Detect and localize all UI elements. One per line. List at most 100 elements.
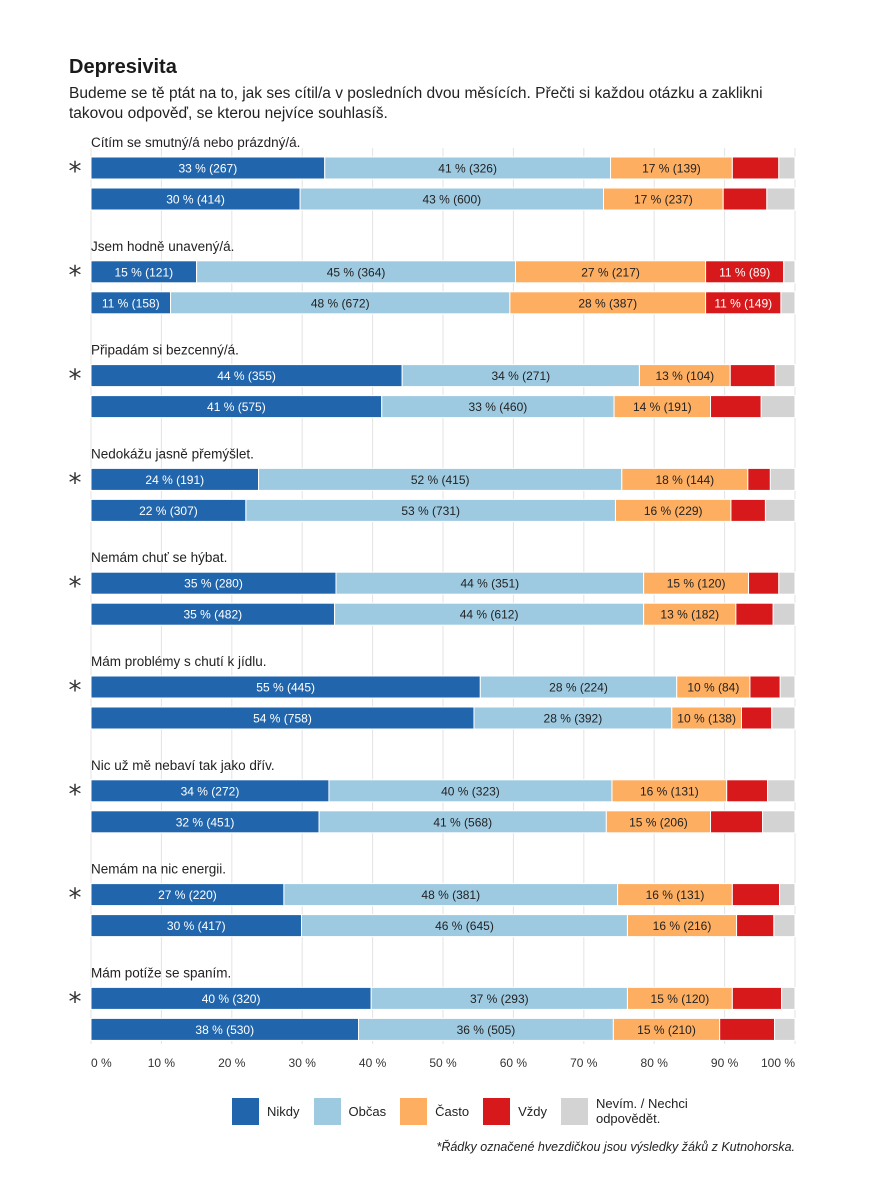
- question-label: Nic už mě nebaví tak jako dřív.: [91, 758, 275, 773]
- question-label: Mám potíže se spaním.: [91, 965, 231, 980]
- bar-segment: [772, 602, 796, 626]
- x-tick-label: 20 %: [218, 1056, 246, 1070]
- data-label: 15 % (121): [114, 265, 173, 279]
- footnote: *Řádky označené hvezdičkou jsou výsledky…: [436, 1140, 795, 1154]
- data-label: 34 % (271): [491, 369, 550, 383]
- x-tick-label: 60 %: [500, 1056, 528, 1070]
- bar-segment: [730, 498, 766, 522]
- question-label: Cítím se smutný/á nebo prázdný/á.: [91, 135, 300, 150]
- data-label: 55 % (445): [256, 681, 315, 695]
- data-label: 35 % (482): [183, 608, 242, 622]
- data-label: 37 % (293): [470, 992, 529, 1006]
- star-marker: *: [69, 884, 82, 914]
- bar-segment: [731, 156, 780, 180]
- x-tick-label: 40 %: [359, 1056, 387, 1070]
- question-label: Mám problémy s chutí k jídlu.: [91, 654, 267, 669]
- bar-segment: [778, 156, 796, 180]
- data-label: 32 % (451): [176, 815, 235, 829]
- data-label: 15 % (210): [637, 1023, 696, 1037]
- data-label: 40 % (320): [202, 992, 261, 1006]
- data-label: 38 % (530): [195, 1023, 254, 1037]
- legend-swatch-vzdy: [483, 1097, 511, 1125]
- legend: Nikdy Občas Často Vždy Nevím. / Nechci o…: [232, 1096, 728, 1126]
- data-label: 13 % (104): [655, 369, 714, 383]
- data-label: 53 % (731): [401, 504, 460, 518]
- data-label: 30 % (417): [167, 919, 226, 933]
- bar-segment: [766, 187, 796, 211]
- legend-swatch-nikdy: [232, 1097, 259, 1125]
- bar-segment: [731, 986, 783, 1010]
- data-label: 11 % (158): [102, 296, 160, 310]
- x-tick-label: 50 %: [429, 1056, 457, 1070]
- x-tick-label: 80 %: [641, 1056, 669, 1070]
- bar-segment: [710, 395, 762, 419]
- star-marker: *: [69, 365, 82, 395]
- x-tick-label: 30 %: [289, 1056, 317, 1070]
- data-label: 44 % (355): [217, 369, 276, 383]
- bar-segment: [769, 467, 796, 491]
- legend-item-casto: Často: [400, 1097, 469, 1125]
- bar-segment: [747, 467, 771, 491]
- data-label: 28 % (387): [578, 296, 637, 310]
- x-tick-label: 0 %: [91, 1056, 112, 1070]
- data-label: 28 % (224): [549, 681, 608, 695]
- data-label: 40 % (323): [441, 784, 500, 798]
- data-label: 44 % (612): [460, 608, 519, 622]
- data-label: 27 % (217): [581, 265, 640, 279]
- star-marker: *: [69, 157, 82, 187]
- data-label: 16 % (216): [653, 919, 712, 933]
- bar-segment: [722, 187, 768, 211]
- data-label: 52 % (415): [411, 473, 470, 487]
- data-label: 15 % (120): [667, 577, 726, 591]
- bar-segment: [783, 260, 796, 284]
- bar-segment: [771, 706, 796, 730]
- star-marker: *: [69, 676, 82, 706]
- data-label: 48 % (381): [421, 888, 480, 902]
- x-tick-label: 70 %: [570, 1056, 598, 1070]
- bar-segment: [774, 1017, 796, 1041]
- legend-item-obcas: Občas: [313, 1097, 386, 1125]
- bar-segment: [726, 779, 769, 803]
- data-label: 36 % (505): [457, 1023, 516, 1037]
- bar-segment: [748, 571, 780, 595]
- data-label: 48 % (672): [311, 296, 370, 310]
- data-label: 41 % (575): [207, 400, 266, 414]
- data-label: 33 % (267): [179, 162, 238, 176]
- data-label: 16 % (229): [644, 504, 703, 518]
- data-label: 10 % (84): [687, 681, 739, 695]
- data-label: 46 % (645): [435, 919, 494, 933]
- data-label: 15 % (120): [651, 992, 710, 1006]
- data-label: 17 % (139): [642, 162, 701, 176]
- bar-segment: [779, 883, 796, 907]
- data-label: 43 % (600): [422, 193, 481, 207]
- question-label: Nemám na nic energii.: [91, 862, 226, 877]
- data-label: 10 % (138): [677, 712, 736, 726]
- bar-segment: [767, 779, 796, 803]
- star-marker: *: [69, 987, 82, 1017]
- data-label: 17 % (237): [634, 193, 693, 207]
- bar-segment: [719, 1017, 776, 1041]
- data-label: 28 % (392): [544, 712, 603, 726]
- x-tick-label: 10 %: [148, 1056, 176, 1070]
- legend-item-vzdy: Vždy: [483, 1097, 547, 1125]
- data-label: 35 % (280): [184, 577, 243, 591]
- legend-label-vzdy: Vždy: [518, 1103, 547, 1119]
- bar-segment: [780, 291, 796, 315]
- star-marker: *: [69, 468, 82, 498]
- question-label: Připadám si bezcenný/á.: [91, 343, 239, 358]
- legend-swatch-obcas: [313, 1097, 341, 1125]
- chart-title: Depresivita: [69, 56, 177, 78]
- data-label: 14 % (191): [633, 400, 692, 414]
- legend-item-nevim: Nevím. / Nechci odpovědět.: [560, 1096, 714, 1126]
- bar-segment: [729, 364, 776, 388]
- legend-swatch-nevim: [560, 1097, 588, 1125]
- data-label: 54 % (758): [253, 712, 312, 726]
- data-label: 33 % (460): [469, 400, 528, 414]
- data-label: 13 % (182): [660, 608, 719, 622]
- bar-segment: [749, 675, 781, 699]
- data-label: 41 % (568): [433, 815, 492, 829]
- question-label: Nemám chuť se hýbat.: [91, 550, 227, 565]
- bar-segment: [735, 602, 774, 626]
- bar-segment: [773, 914, 796, 938]
- star-marker: *: [69, 780, 82, 810]
